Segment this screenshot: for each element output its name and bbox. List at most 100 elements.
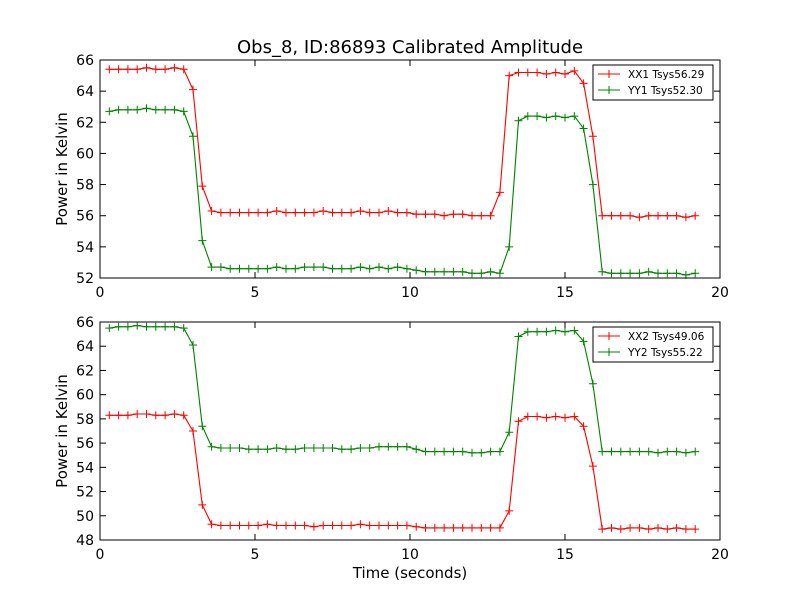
bottom-series-1-point xyxy=(654,523,662,532)
bottom-series-2-point xyxy=(347,445,356,454)
top-series-2-point xyxy=(412,266,421,275)
bottom-series-2-point xyxy=(151,322,160,331)
bottom-legend: XX2 Tsys49.06 YY2 Tsys55.22 xyxy=(592,326,714,363)
top-y-tick-label: 54 xyxy=(76,240,94,256)
bottom-series-1-point xyxy=(347,521,356,530)
bottom-series-1-point xyxy=(616,525,625,534)
top-series-2-point xyxy=(300,263,309,272)
top-series-1-point xyxy=(402,208,411,217)
bottom-x-tick-label: 15 xyxy=(556,547,574,563)
bottom-series-1-point xyxy=(105,411,114,420)
bottom-series-2-point xyxy=(644,447,653,456)
bottom-series-1-point xyxy=(384,521,393,530)
top-series-2-point xyxy=(114,105,123,114)
top-series-2-point xyxy=(272,263,281,272)
x-axis-label: Time (seconds) xyxy=(352,564,468,582)
bottom-x-tick-label: 0 xyxy=(96,547,105,563)
top-series-2-point xyxy=(533,112,542,121)
bottom-series-2-point xyxy=(328,444,337,452)
top-series-2-point xyxy=(347,264,356,273)
bottom-series-2-point xyxy=(263,445,272,454)
top-legend-label-1: XX1 Tsys56.29 xyxy=(628,69,704,81)
top-series-2-point xyxy=(440,267,449,276)
top-y-tick-label: 56 xyxy=(76,209,94,225)
bottom-series-1-point xyxy=(328,521,337,530)
top-series-1-point xyxy=(365,208,374,217)
bottom-y-tick-label: 66 xyxy=(76,315,94,331)
bottom-series-1-point xyxy=(235,521,244,530)
top-series-1-point xyxy=(319,207,328,215)
bottom-series-1-point xyxy=(161,411,170,420)
top-series-2-point xyxy=(244,264,253,273)
top-series-2-point xyxy=(635,269,644,278)
bottom-y-tick-label: 52 xyxy=(76,485,94,501)
top-series-2-point xyxy=(644,267,653,276)
top-series-2-point xyxy=(663,269,672,278)
bottom-series-2-point xyxy=(654,448,662,457)
top-series-1-point xyxy=(458,210,467,219)
top-series-1-point xyxy=(505,71,514,80)
bottom-series-2-point xyxy=(282,445,290,454)
top-series-1-point xyxy=(347,208,356,217)
bottom-series-2-point xyxy=(616,447,625,456)
top-series-1-point xyxy=(263,208,272,217)
bottom-series-2-point xyxy=(588,379,597,388)
bottom-series-2-point xyxy=(486,447,495,456)
top-legend-marker-1 xyxy=(605,70,613,78)
bottom-series-2-point xyxy=(542,327,551,336)
top-series-2-point xyxy=(142,104,151,113)
top-series-2-point xyxy=(598,267,607,276)
top-series-1-point xyxy=(672,211,681,220)
bottom-series-1-point xyxy=(319,521,328,530)
top-series-1-point xyxy=(151,65,160,74)
top-series-2-point xyxy=(189,132,197,141)
bottom-series-2-point xyxy=(356,444,365,452)
bottom-series-1-point xyxy=(672,523,681,532)
top-y-tick-label: 64 xyxy=(76,84,94,100)
bottom-legend-label-1: XX2 Tsys49.06 xyxy=(628,331,705,343)
bottom-series-1-point xyxy=(477,523,486,532)
bottom-series-1-point xyxy=(551,412,560,421)
top-series-1-point xyxy=(375,208,383,217)
bottom-series-2-point xyxy=(402,442,411,451)
bottom-series-1-point xyxy=(514,417,523,426)
bottom-series-1-point xyxy=(635,523,644,532)
top-series-1-point xyxy=(170,63,179,72)
bottom-series-2-point xyxy=(375,442,383,451)
top-series-2-point xyxy=(486,267,495,276)
top-series-2-point xyxy=(570,112,579,121)
top-series-2-point xyxy=(170,105,179,114)
bottom-series-1-point xyxy=(365,521,374,530)
top-series-2-point xyxy=(691,269,700,278)
top-series-2-point xyxy=(477,269,486,278)
bottom-y-tick-label: 54 xyxy=(76,460,94,476)
top-series-1-point xyxy=(328,208,337,217)
bottom-series-1-point xyxy=(598,525,607,534)
bottom-series-1-point xyxy=(570,412,579,421)
bottom-series-2-point xyxy=(161,322,170,331)
top-series-1-point xyxy=(486,211,495,220)
bottom-series-2-point xyxy=(421,447,430,456)
bottom-x-tick-label: 20 xyxy=(711,547,729,563)
top-series-1-point xyxy=(300,208,309,217)
top-series-2-point xyxy=(291,264,300,273)
bottom-series-2-point xyxy=(440,447,449,456)
top-y-axis-label: Power in Kelvin xyxy=(53,112,71,226)
bottom-series-1-point xyxy=(309,522,318,531)
bottom-panel: 0 5 10 15 20 48 50 52 54 56 58 60 62 64 66 Power in Kel… xyxy=(53,315,729,563)
top-series-1-point xyxy=(282,208,290,217)
top-y-tick-label: 62 xyxy=(76,115,94,131)
bottom-y-tick-label: 60 xyxy=(76,388,94,404)
top-series-1-point xyxy=(421,210,430,219)
top-series-1-point xyxy=(477,211,486,220)
bottom-series-1-point xyxy=(440,523,449,532)
bottom-series-1-point xyxy=(123,411,132,420)
top-series-1-point xyxy=(635,213,644,222)
bottom-series-2-point xyxy=(523,327,532,336)
top-series-1-point xyxy=(235,208,244,217)
top-x-tick-label: 20 xyxy=(711,285,729,301)
top-series-2-point xyxy=(495,269,504,278)
bottom-series-2-point xyxy=(189,341,197,349)
bottom-series-2-point xyxy=(337,445,346,454)
bottom-series-1-point xyxy=(179,411,188,420)
